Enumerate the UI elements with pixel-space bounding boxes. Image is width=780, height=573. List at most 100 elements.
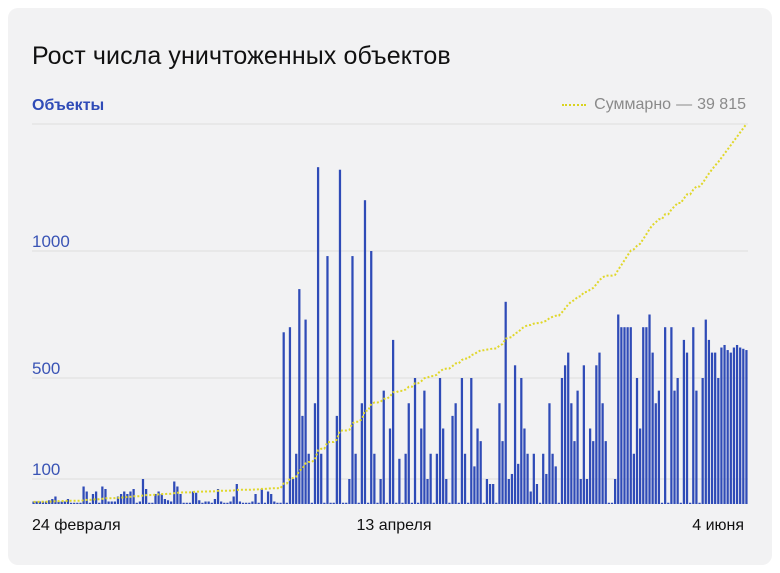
bar [270, 494, 273, 504]
bar [570, 403, 573, 504]
bar [601, 403, 604, 504]
bar [213, 499, 217, 504]
bar [57, 501, 60, 504]
bar [707, 339, 711, 504]
bar [63, 501, 66, 504]
bar [376, 502, 379, 504]
bar [582, 365, 585, 504]
bar [420, 428, 423, 504]
bar [513, 365, 517, 504]
bar [404, 453, 407, 504]
bar [701, 378, 704, 504]
bar [260, 489, 263, 504]
bar [257, 502, 260, 504]
bar [510, 473, 514, 504]
bar [629, 327, 632, 504]
bar [157, 491, 160, 504]
bar [316, 167, 320, 504]
bar [170, 501, 173, 504]
bar [635, 378, 639, 504]
bar [304, 319, 307, 504]
bar [595, 365, 598, 504]
bar [188, 502, 192, 504]
bar [476, 428, 479, 504]
bar [717, 378, 720, 504]
bar [723, 344, 726, 504]
bar [266, 491, 270, 504]
bar [185, 502, 188, 504]
bar [126, 494, 129, 504]
bar [276, 502, 279, 504]
bar [248, 502, 251, 504]
bar [623, 327, 626, 504]
bar [470, 378, 473, 504]
bar [263, 502, 267, 504]
bar [166, 500, 170, 504]
bar [363, 200, 367, 504]
bar [463, 453, 467, 504]
bar [639, 428, 642, 504]
bar [395, 502, 398, 504]
bar [676, 378, 679, 504]
bar [94, 491, 98, 504]
bar [645, 327, 648, 504]
bar [282, 332, 285, 504]
bar [60, 501, 63, 504]
bar [660, 502, 664, 504]
bar [35, 501, 38, 504]
bar [507, 479, 510, 504]
bar [554, 466, 557, 505]
bar [648, 314, 651, 504]
bar [632, 453, 635, 504]
bar [545, 473, 548, 504]
bar [113, 501, 116, 504]
x-tick-label: 24 февраля [32, 517, 121, 534]
bar [210, 502, 213, 504]
bar [517, 463, 520, 504]
bar [48, 500, 51, 504]
bar [532, 453, 535, 504]
bar [382, 390, 385, 505]
bar [482, 502, 485, 504]
bar [732, 347, 736, 504]
bar [457, 502, 460, 504]
bar [548, 403, 551, 504]
bar [123, 491, 126, 504]
bar [332, 502, 335, 504]
bar [310, 502, 313, 504]
bar [682, 339, 686, 504]
bar [432, 502, 435, 504]
chart-title: Рост числа уничтоженных объектов [32, 42, 451, 70]
bar [538, 502, 542, 504]
bar [585, 479, 589, 504]
bar [232, 496, 235, 504]
bar [698, 502, 701, 504]
bar [357, 502, 360, 504]
bar [329, 502, 332, 504]
bar [592, 441, 595, 505]
bar [44, 501, 48, 504]
bar [176, 486, 179, 504]
bar [735, 344, 739, 504]
bar [460, 378, 464, 504]
bar [51, 499, 54, 504]
bar [298, 289, 301, 504]
bar [720, 347, 723, 504]
bar [435, 453, 439, 504]
bar [129, 491, 132, 504]
bar [613, 479, 617, 504]
bar [739, 347, 742, 504]
bar [141, 479, 145, 504]
bar [220, 501, 223, 504]
legend-line-swatch [562, 104, 587, 106]
bar [501, 441, 504, 505]
bar [423, 390, 426, 505]
bar [689, 502, 692, 504]
bar [373, 453, 376, 504]
legend: Суммарно — 39 815 [562, 96, 746, 114]
series-label: Объекты [32, 97, 105, 114]
bar [229, 501, 232, 504]
bar [451, 415, 454, 505]
bar [226, 502, 229, 504]
bar [485, 479, 489, 504]
